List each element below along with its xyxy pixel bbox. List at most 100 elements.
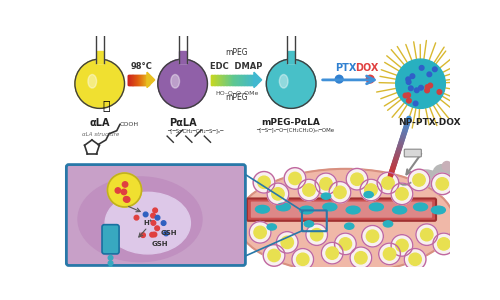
Bar [147, 74, 148, 85]
Circle shape [108, 173, 142, 207]
Ellipse shape [105, 192, 190, 254]
Text: 🔥: 🔥 [102, 100, 110, 113]
Circle shape [416, 224, 438, 245]
Bar [136, 74, 138, 85]
Circle shape [350, 247, 372, 268]
FancyBboxPatch shape [247, 199, 436, 221]
Circle shape [382, 177, 394, 189]
Circle shape [437, 90, 442, 94]
Circle shape [378, 243, 400, 265]
Circle shape [377, 172, 399, 194]
Bar [250, 74, 252, 85]
Circle shape [182, 182, 214, 213]
Bar [147, 74, 148, 85]
Ellipse shape [88, 74, 96, 88]
Circle shape [391, 183, 413, 205]
Circle shape [272, 188, 284, 200]
Bar [216, 74, 218, 85]
Circle shape [408, 169, 430, 191]
Bar [288, 52, 294, 63]
Ellipse shape [171, 74, 179, 88]
Circle shape [124, 197, 130, 202]
Circle shape [396, 239, 408, 252]
Circle shape [315, 173, 337, 195]
Circle shape [413, 101, 418, 106]
Bar [248, 74, 250, 85]
Bar [128, 74, 129, 85]
Bar [221, 74, 222, 85]
FancyBboxPatch shape [404, 149, 421, 157]
Bar [233, 74, 234, 85]
Circle shape [258, 176, 270, 188]
Text: ─[─S─CH₂─CH₂─S─]ₙ─: ─[─S─CH₂─CH₂─S─]ₙ─ [167, 128, 224, 134]
Bar [96, 34, 104, 63]
Ellipse shape [384, 221, 392, 227]
Circle shape [362, 225, 384, 247]
Bar [134, 74, 136, 85]
Bar [222, 74, 223, 85]
Bar [142, 74, 143, 85]
Circle shape [418, 85, 424, 90]
Circle shape [334, 233, 356, 255]
Bar [137, 74, 138, 85]
Bar [254, 74, 255, 85]
Circle shape [296, 253, 309, 266]
Circle shape [155, 215, 160, 220]
Circle shape [115, 188, 120, 193]
Circle shape [250, 222, 271, 243]
Bar [252, 74, 254, 85]
Ellipse shape [432, 206, 446, 214]
Bar [234, 74, 235, 85]
Circle shape [346, 168, 368, 190]
Bar [228, 74, 229, 85]
Circle shape [354, 252, 367, 264]
Bar [239, 74, 240, 85]
Circle shape [436, 178, 448, 190]
Polygon shape [254, 72, 262, 88]
Circle shape [263, 245, 285, 266]
Circle shape [442, 161, 452, 171]
Bar [138, 74, 139, 85]
Ellipse shape [276, 203, 290, 211]
Circle shape [253, 172, 275, 193]
Bar [230, 74, 231, 85]
Circle shape [121, 189, 126, 195]
Circle shape [75, 59, 124, 108]
Ellipse shape [410, 170, 440, 187]
Bar [212, 74, 213, 85]
Bar [232, 74, 234, 85]
Circle shape [164, 231, 168, 236]
Circle shape [432, 67, 437, 72]
Text: EDC  DMAP: EDC DMAP [210, 62, 262, 70]
Circle shape [276, 232, 298, 253]
Circle shape [134, 215, 139, 220]
Ellipse shape [300, 206, 314, 214]
Bar [140, 74, 141, 85]
Circle shape [438, 238, 450, 250]
Ellipse shape [237, 169, 454, 273]
Bar [236, 74, 238, 85]
Bar [253, 74, 254, 85]
Ellipse shape [267, 224, 276, 230]
Ellipse shape [280, 74, 288, 88]
Bar [139, 74, 140, 85]
Bar [180, 52, 186, 63]
Bar [219, 74, 220, 85]
Bar [143, 74, 144, 85]
Circle shape [424, 88, 430, 93]
Circle shape [433, 165, 452, 183]
Bar [235, 74, 236, 85]
Bar [96, 52, 103, 63]
Circle shape [406, 77, 410, 82]
Bar [242, 74, 244, 85]
Bar [240, 74, 241, 85]
Text: COOH: COOH [120, 122, 139, 127]
Circle shape [384, 248, 396, 260]
Ellipse shape [346, 206, 360, 214]
Text: GSH: GSH [151, 241, 168, 247]
Circle shape [322, 242, 343, 264]
Circle shape [409, 253, 422, 266]
Bar [141, 74, 142, 85]
Circle shape [122, 182, 128, 187]
Circle shape [396, 59, 446, 108]
